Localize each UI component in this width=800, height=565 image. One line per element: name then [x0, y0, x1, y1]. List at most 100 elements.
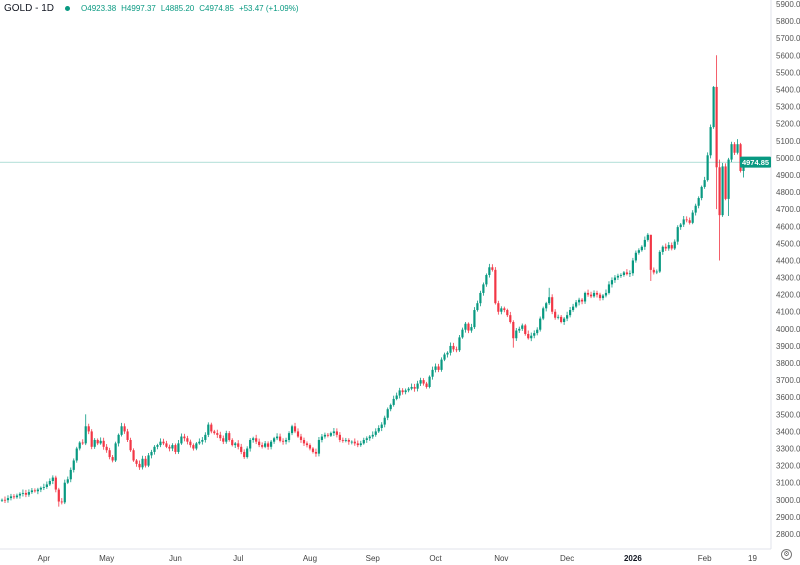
- candle-body: [419, 380, 422, 384]
- candle-body: [213, 431, 216, 434]
- price-tick-label: 4600.00: [776, 222, 800, 231]
- candle: [434, 363, 437, 373]
- candle-body: [482, 284, 485, 293]
- candle: [455, 346, 458, 353]
- candle: [195, 442, 198, 451]
- candle: [156, 443, 159, 450]
- candle-body: [455, 349, 458, 351]
- candle: [482, 282, 485, 296]
- candle-body: [326, 434, 330, 436]
- candle: [120, 422, 123, 437]
- candle: [305, 441, 309, 448]
- candle-body: [66, 479, 69, 483]
- candle-body: [78, 442, 81, 449]
- candle-body: [308, 445, 312, 449]
- candle-body: [727, 159, 730, 199]
- candle: [604, 289, 608, 298]
- candle: [497, 300, 500, 315]
- candle-body: [72, 460, 75, 470]
- candle-body: [252, 438, 255, 440]
- candle-body: [51, 477, 54, 481]
- gear-icon[interactable]: ⚙: [781, 549, 792, 560]
- candle-body: [691, 212, 694, 223]
- candle-body: [207, 424, 210, 435]
- candle-body: [287, 433, 291, 440]
- candle-body: [515, 330, 518, 339]
- symbol-title[interactable]: GOLD - 1D: [4, 3, 55, 14]
- candle-body: [270, 441, 273, 447]
- candle: [204, 432, 207, 443]
- candle-body: [413, 386, 416, 389]
- candle: [607, 281, 611, 295]
- candle-body: [39, 487, 42, 490]
- candle-body: [616, 275, 620, 278]
- candle-body: [628, 273, 631, 275]
- price-tick-label: 4000.00: [776, 325, 800, 334]
- price-tick-label: 5400.00: [776, 85, 800, 94]
- candle-body: [365, 438, 368, 440]
- candle-body: [162, 441, 165, 444]
- candle: [33, 488, 36, 493]
- candle: [84, 414, 87, 446]
- candle-body: [569, 310, 572, 316]
- candle-body: [147, 455, 150, 466]
- candle: [467, 322, 470, 334]
- candle-body: [386, 409, 389, 418]
- candle-body: [153, 446, 156, 452]
- candle-body: [267, 443, 270, 447]
- time-tick-label: Feb: [698, 554, 712, 563]
- candle: [571, 303, 575, 312]
- candle-body: [293, 426, 297, 432]
- candle: [580, 298, 584, 305]
- candle: [347, 438, 350, 445]
- candle-body: [81, 442, 84, 444]
- price-tick-label: 3300.00: [776, 445, 800, 454]
- candle-body: [539, 318, 542, 330]
- candle: [631, 257, 634, 276]
- price-tick-label: 3700.00: [776, 376, 800, 385]
- price-tick-label: 4200.00: [776, 291, 800, 300]
- candle: [524, 323, 527, 336]
- candle: [625, 269, 629, 276]
- last-price-badge: [740, 156, 771, 168]
- price-tick-label: 5600.00: [776, 51, 800, 60]
- ohlc-open: O4923.38: [81, 4, 117, 13]
- candle-body: [560, 316, 563, 322]
- candle: [673, 239, 676, 251]
- candle: [186, 435, 189, 445]
- time-axis[interactable]: Apr May Jun Jul Aug Sep Oct Nov Dec 2026 Feb 19: [38, 554, 758, 563]
- candle-body: [431, 369, 434, 377]
- candle: [114, 441, 117, 463]
- candle: [132, 448, 135, 462]
- candle: [96, 438, 99, 446]
- candle: [718, 159, 721, 261]
- candle: [422, 378, 425, 386]
- candle-body: [592, 292, 596, 297]
- candle-body: [458, 337, 461, 351]
- candle: [287, 431, 291, 443]
- candle: [407, 387, 410, 393]
- candle-body: [132, 450, 135, 461]
- candle: [563, 317, 566, 325]
- candle: [222, 435, 225, 445]
- candle-body: [718, 167, 721, 216]
- candle-body: [730, 144, 733, 160]
- candle: [368, 435, 371, 441]
- candle: [108, 447, 111, 460]
- price-tick-label: 3100.00: [776, 479, 800, 488]
- candle-body: [275, 436, 279, 439]
- price-axis[interactable]: 5900.00 5800.00 5700.00 5600.00 5500.00 5400.…: [776, 0, 800, 539]
- candle-body: [347, 439, 350, 442]
- candle: [237, 440, 240, 450]
- candle: [512, 320, 515, 348]
- candle-body: [685, 219, 688, 221]
- candle-body: [449, 345, 452, 353]
- candle-body: [90, 431, 93, 447]
- candle: [323, 432, 327, 439]
- candle: [371, 431, 374, 439]
- candle: [293, 422, 297, 434]
- candle-body: [548, 297, 551, 304]
- candle-body: [736, 144, 739, 153]
- candle: [709, 124, 712, 159]
